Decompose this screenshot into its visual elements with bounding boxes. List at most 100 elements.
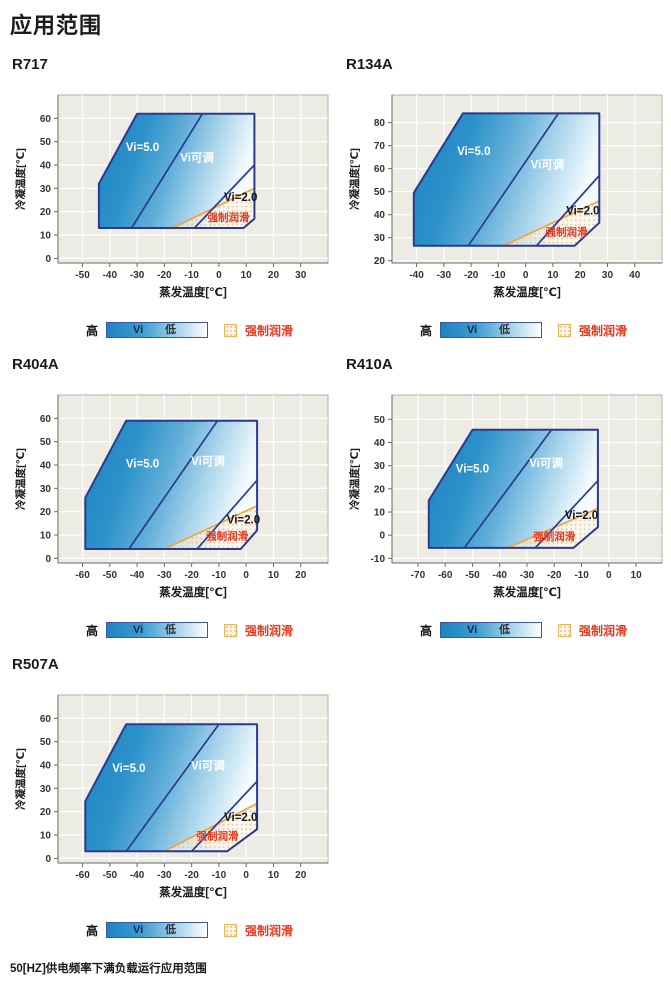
- region-label-vi50: Vi=5.0: [112, 763, 145, 775]
- chart-title-r717: R717: [12, 56, 48, 73]
- region-label-forced-lube: 强制润滑: [206, 530, 248, 543]
- x-tick-label: -40: [103, 270, 118, 281]
- y-tick-label: 10: [40, 231, 52, 242]
- region-label-vi50: Vi=5.0: [456, 464, 489, 476]
- forced-lube-region: [503, 200, 600, 246]
- chart-canvas-r717: Vi=5.0 Vi可调 Vi=2.0 强制润滑 -50 -40 -30 -20 -10 0 10 20…: [14, 94, 329, 299]
- chart-title-r507a: R507A: [12, 656, 59, 673]
- forced-lube-boundary: [164, 802, 258, 853]
- legend-high-label: 高: [86, 623, 99, 638]
- legend-high-label: 高: [86, 923, 99, 938]
- region-label-vi-adjustable: Vi可调: [191, 454, 225, 468]
- y-tick-label: 30: [40, 184, 52, 195]
- x-tick-label: 0: [243, 570, 249, 581]
- x-tick-label: -40: [130, 570, 145, 581]
- x-tick-label: 0: [523, 270, 529, 281]
- forced-lube-swatch: [224, 323, 238, 337]
- x-tick-label: -40: [130, 870, 145, 881]
- x-axis-title: 蒸发温度[℃]: [159, 285, 227, 299]
- vi-gradient-bar: Vi 低: [106, 922, 209, 938]
- y-tick-label: 20: [374, 484, 386, 495]
- chart-legend: 高 Vi 低 强制润滑: [86, 321, 338, 339]
- forced-lube-region: [164, 505, 258, 549]
- y-tick-label: 40: [40, 761, 52, 772]
- y-tick-label: 0: [379, 531, 385, 542]
- chart-block-r404a: R404A Vi=5.0 Vi可调 Vi=2.0 强制润滑 -60 -50 -40 -30 -2…: [10, 356, 338, 639]
- x-tick-label: 10: [547, 270, 559, 281]
- region-label-vi50: Vi=5.0: [126, 142, 159, 154]
- envelope-region: [413, 113, 600, 246]
- legend-vi-label: Vi: [133, 324, 144, 336]
- y-axis-title: 冷凝温度[℃]: [348, 448, 361, 510]
- legend-forced-label: 强制润滑: [579, 323, 628, 338]
- region-label-vi20: Vi=2.0: [227, 514, 260, 526]
- envelope-region: [85, 420, 258, 549]
- vi-gradient-bar: Vi 低: [106, 322, 209, 338]
- vi50-boundary: [125, 723, 220, 852]
- envelope-region: [98, 113, 255, 228]
- legend-low-label: 低: [165, 324, 177, 336]
- region-label-forced-lube: 强制润滑: [546, 225, 588, 238]
- x-tick-label: -10: [184, 270, 199, 281]
- x-tick-label: -50: [75, 270, 90, 281]
- vi-gradient-bar: Vi 低: [440, 322, 543, 338]
- x-tick-label: 10: [268, 570, 280, 581]
- footnote: 50[HZ]供电频率下满负载运行应用范围: [10, 963, 207, 975]
- vi20-boundary: [193, 164, 256, 229]
- legend-high-label: 高: [420, 323, 433, 338]
- y-tick-label: 80: [374, 118, 386, 129]
- vi20-boundary: [196, 479, 258, 550]
- x-axis-title: 蒸发温度[℃]: [159, 885, 227, 899]
- y-axis-title: 冷凝温度[℃]: [14, 448, 27, 510]
- envelope-border: [84, 723, 259, 853]
- y-tick-label: 40: [374, 438, 386, 449]
- x-axis-title: 蒸发温度[℃]: [493, 285, 561, 299]
- vi20-boundary: [535, 174, 600, 247]
- chart-legend: 高 Vi 低 强制润滑: [86, 621, 338, 639]
- x-tick-label: 30: [602, 270, 614, 281]
- chart-title-r404a: R404A: [12, 356, 59, 373]
- region-label-vi-adjustable: Vi可调: [180, 151, 214, 165]
- x-tick-label: -20: [184, 870, 199, 881]
- y-tick-label: 50: [40, 737, 52, 748]
- y-axis-title: 冷凝温度[℃]: [348, 148, 361, 210]
- x-tick-label: -20: [547, 570, 562, 581]
- x-tick-label: 20: [575, 270, 587, 281]
- chart-legend: 高 Vi 低 强制润滑: [86, 921, 338, 939]
- x-tick-label: -20: [464, 270, 479, 281]
- x-tick-label: 10: [631, 570, 643, 581]
- vi50-boundary: [130, 113, 204, 229]
- y-tick-label: 50: [374, 415, 386, 426]
- chart-title-r410a: R410A: [346, 356, 393, 373]
- x-tick-label: -10: [212, 870, 227, 881]
- x-tick-label: 0: [606, 570, 612, 581]
- x-tick-label: -50: [103, 570, 118, 581]
- vi20-boundary: [534, 480, 599, 549]
- vi50-boundary: [128, 420, 219, 550]
- x-tick-label: -10: [491, 270, 506, 281]
- y-tick-label: 30: [40, 484, 52, 495]
- chart-block-r410a: R410A Vi=5.0 Vi可调 Vi=2.0 强制润滑 -70 -60 -50 -40 -3…: [344, 356, 671, 639]
- x-tick-label: -30: [437, 270, 452, 281]
- region-label-vi50: Vi=5.0: [126, 458, 159, 470]
- y-tick-label: 0: [45, 554, 51, 565]
- x-tick-label: -40: [493, 570, 508, 581]
- y-tick-label: 30: [374, 233, 386, 244]
- y-tick-label: 30: [40, 784, 52, 795]
- y-tick-label: 10: [374, 508, 386, 519]
- vi-gradient-bar: Vi 低: [440, 622, 543, 638]
- x-tick-label: 20: [295, 570, 307, 581]
- forced-lube-boundary: [164, 505, 258, 550]
- charts-grid: R717 Vi=5.0 Vi可调 Vi=2.0 强制润滑 -50 -40 -30 -20 -10…: [10, 56, 663, 956]
- legend-forced-label: 强制润滑: [245, 323, 294, 338]
- region-label-vi50: Vi=5.0: [457, 146, 490, 158]
- legend-forced-label: 强制润滑: [245, 923, 294, 938]
- legend-vi-label: Vi: [133, 924, 144, 936]
- forced-lube-swatch: [558, 623, 572, 637]
- x-tick-label: -10: [212, 570, 227, 581]
- legend-high-label: 高: [420, 623, 433, 638]
- vi50-boundary: [467, 112, 560, 247]
- x-tick-label: 20: [295, 870, 307, 881]
- y-tick-label: 20: [40, 807, 52, 818]
- envelope-region: [85, 724, 258, 852]
